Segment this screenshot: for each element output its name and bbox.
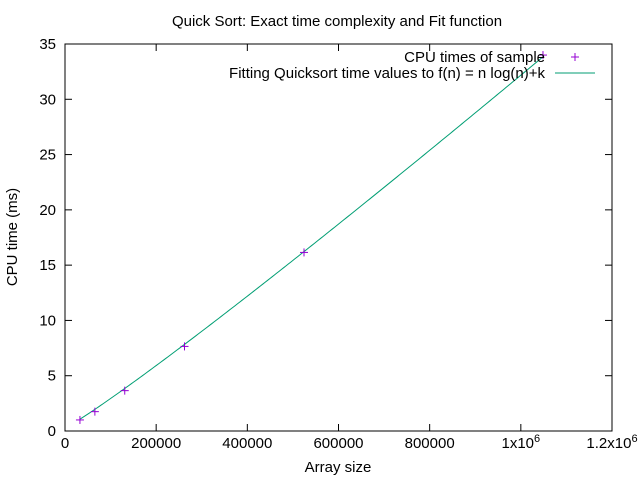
y-tick-label: 5 [48, 368, 56, 385]
y-tick-label: 10 [39, 312, 56, 329]
fit-line [79, 56, 544, 420]
y-tick-label: 0 [48, 423, 56, 440]
series-layer [75, 51, 547, 424]
legend: CPU times of sample Fitting Quicksort ti… [229, 49, 595, 82]
y-tick-label: 25 [39, 147, 56, 164]
x-tick-label: 600000 [313, 435, 363, 452]
y-tick-label: 20 [39, 202, 56, 219]
x-tick-label: 1x106 [502, 433, 541, 452]
data-point [538, 51, 547, 60]
y-tick-label: 30 [39, 91, 56, 108]
x-tick-label: 0 [61, 435, 69, 452]
y-axis-label: CPU time (ms) [4, 188, 21, 286]
chart-title: Quick Sort: Exact time complexity and Fi… [172, 13, 502, 30]
x-axis: 0 200000 400000 600000 800000 1x106 1.2x106 [61, 44, 638, 452]
plot-frame [64, 43, 613, 432]
data-point [75, 415, 84, 424]
data-point [120, 386, 129, 395]
data-point [90, 407, 99, 416]
data-point [180, 342, 189, 351]
data-point [299, 248, 308, 257]
y-axis: 0 5 10 15 20 25 30 35 [39, 36, 612, 440]
y-tick-label: 35 [39, 36, 56, 53]
legend-marker-sample [571, 53, 579, 61]
legend-entry-fit: Fitting Quicksort time values to f(n) = … [229, 65, 545, 82]
x-tick-label: 1.2x106 [586, 433, 637, 452]
legend-entry-sample: CPU times of sample [404, 49, 545, 66]
x-tick-label: 200000 [131, 435, 181, 452]
x-tick-label: 800000 [405, 435, 455, 452]
y-tick-label: 15 [39, 257, 56, 274]
x-axis-label: Array size [305, 459, 372, 476]
x-tick-label: 400000 [222, 435, 272, 452]
